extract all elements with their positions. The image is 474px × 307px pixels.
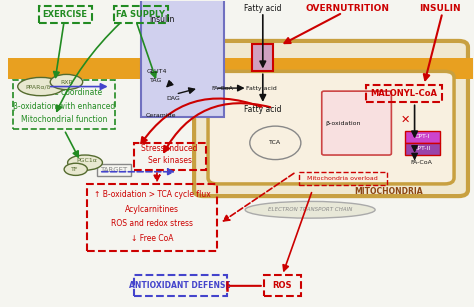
Text: β-oxidation with enhanced: β-oxidation with enhanced [13,102,115,111]
Text: DAG: DAG [166,96,180,101]
FancyBboxPatch shape [141,0,224,117]
Text: GLUT4: GLUT4 [147,69,167,74]
Ellipse shape [68,155,102,170]
Text: PGC1α: PGC1α [76,158,97,163]
Text: ROS: ROS [273,281,292,290]
Text: OVERNUTRITION: OVERNUTRITION [305,5,389,14]
Text: Ser kinases: Ser kinases [147,156,191,165]
FancyBboxPatch shape [252,44,273,71]
FancyBboxPatch shape [405,143,440,155]
Text: EXERCISE: EXERCISE [43,10,88,19]
Text: β-oxidation: β-oxidation [325,121,360,126]
Bar [9,58,473,79]
FancyBboxPatch shape [322,91,392,155]
Text: FA-CoA: FA-CoA [211,86,233,91]
Text: Mitochondrial function: Mitochondrial function [21,115,107,124]
Text: Exercise coordinate: Exercise coordinate [27,88,102,97]
Text: Insulin: Insulin [149,15,174,24]
Ellipse shape [50,74,82,90]
Text: ANTIOXIDANT DEFENSE: ANTIOXIDANT DEFENSE [129,281,231,290]
Text: PPARα/δ: PPARα/δ [26,84,51,89]
Text: TARGET: TARGET [100,167,128,173]
Text: FA SUPPLY: FA SUPPLY [116,10,165,19]
Text: Fatty acid: Fatty acid [244,5,282,14]
Text: MITOCHONDRIA: MITOCHONDRIA [355,187,423,196]
Text: ↑ B-oxidation > TCA cycle flux: ↑ B-oxidation > TCA cycle flux [94,190,211,199]
Text: ↓ Free CoA: ↓ Free CoA [131,234,173,243]
FancyBboxPatch shape [208,71,454,184]
Text: TCA: TCA [269,140,282,145]
Text: CPT-II: CPT-II [414,146,431,151]
Ellipse shape [245,201,375,218]
Text: Mitochondria overload: Mitochondria overload [307,176,378,181]
Ellipse shape [64,163,87,175]
Text: ELECTRON TRANSPORT CHAIN: ELECTRON TRANSPORT CHAIN [268,207,352,212]
Text: MALONYL-CoA: MALONYL-CoA [370,89,438,98]
Text: Fatty acid: Fatty acid [244,105,282,114]
Text: RXR: RXR [60,80,73,84]
Text: Acylcarnitines: Acylcarnitines [125,204,179,214]
Text: TF: TF [71,167,79,172]
FancyBboxPatch shape [194,41,468,196]
Text: ROS and redox stress: ROS and redox stress [111,219,193,228]
Text: TAG: TAG [150,78,163,83]
Text: CPT-I: CPT-I [415,134,430,139]
Text: Fatty acid: Fatty acid [246,86,277,91]
Text: Ceramide: Ceramide [146,113,176,118]
Ellipse shape [18,77,64,96]
Text: FA-CoA: FA-CoA [410,160,432,165]
FancyBboxPatch shape [405,131,440,143]
Text: ✕: ✕ [401,115,410,125]
Text: Stress induced: Stress induced [141,144,198,154]
Text: INSULIN: INSULIN [419,5,461,14]
